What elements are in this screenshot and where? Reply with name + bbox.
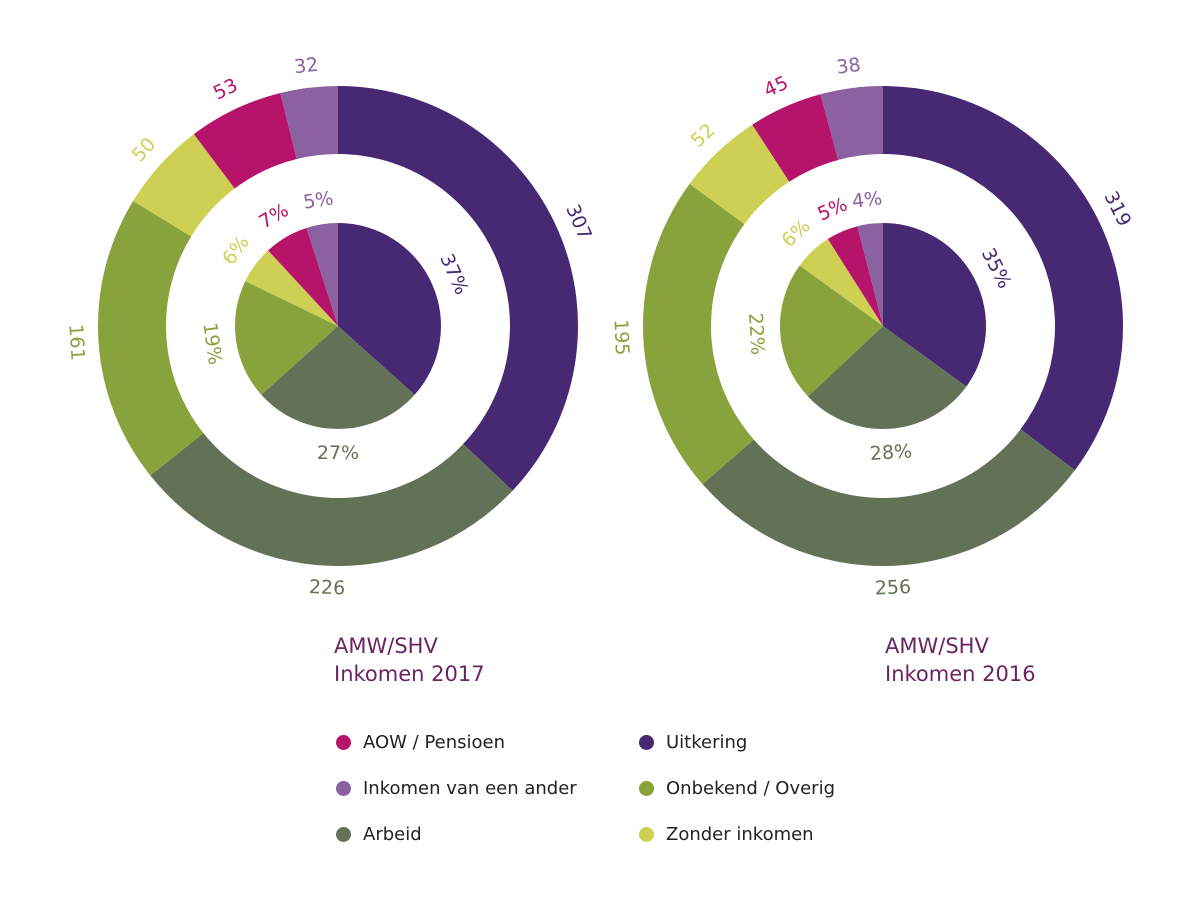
pie-percent-label-inkomen-van-een-ander: 5% xyxy=(302,187,335,213)
legend-label: AOW / Pensioen xyxy=(363,732,506,753)
pie-percent-label-inkomen-van-een-ander: 4% xyxy=(851,187,884,213)
ring-value-label-inkomen-van-een-ander: 38 xyxy=(835,54,862,79)
donut-chart-0 xyxy=(97,86,579,567)
pie-slice-inkomen-van-een-ander xyxy=(306,223,338,326)
chart-title-2017: AMW/SHV Inkomen 2017 xyxy=(334,632,485,688)
legend-item-onbekend-overig: Onbekend / Overig xyxy=(639,778,835,799)
pie-percent-label-arbeid: 28% xyxy=(869,440,913,465)
chart-title-2016: AMW/SHV Inkomen 2016 xyxy=(885,632,1036,688)
pie-percent-label-zonder-inkomen: 6% xyxy=(218,232,254,269)
legend-item-arbeid: Arbeid xyxy=(336,824,422,845)
ring-segment-onbekend-overig xyxy=(643,183,754,485)
ring-value-label-zonder-inkomen: 50 xyxy=(128,134,161,167)
ring-value-label-onbekend-overig: 161 xyxy=(64,324,88,362)
pie-slice-onbekend-overig xyxy=(235,281,338,395)
donut-chart-1 xyxy=(643,86,1123,566)
legend-swatch xyxy=(639,781,654,796)
pie-slice-aow-pensioen xyxy=(268,227,338,326)
ring-segment-aow-pensioen xyxy=(193,93,297,189)
ring-segment-uitkering xyxy=(883,86,1123,471)
ring-segment-zonder-inkomen xyxy=(133,134,235,237)
ring-value-label-aow-pensioen: 45 xyxy=(761,72,792,102)
legend-swatch xyxy=(336,781,351,796)
legend-item-uitkering: Uitkering xyxy=(639,732,747,753)
pie-percent-label-uitkering: 37% xyxy=(435,250,472,298)
ring-segment-uitkering xyxy=(338,86,579,491)
legend-swatch xyxy=(336,827,351,842)
legend-swatch xyxy=(639,735,654,750)
legend-item-zonder-inkomen: Zonder inkomen xyxy=(639,824,814,845)
pie-percent-label-uitkering: 35% xyxy=(977,245,1016,293)
legend: AOW / Pensioen Inkomen van een ander Arb… xyxy=(336,727,896,857)
legend-label: Onbekend / Overig xyxy=(666,778,835,799)
ring-value-label-inkomen-van-een-ander: 32 xyxy=(293,54,320,79)
ring-value-label-arbeid: 256 xyxy=(874,576,911,599)
ring-segment-arbeid xyxy=(702,429,1075,566)
legend-label: Uitkering xyxy=(666,732,748,753)
ring-value-label-uitkering: 319 xyxy=(1099,188,1135,230)
ring-value-label-uitkering: 307 xyxy=(561,201,596,243)
pie-slice-zonder-inkomen xyxy=(245,250,338,326)
ring-segment-arbeid xyxy=(150,433,513,567)
legend-swatch xyxy=(639,827,654,842)
chart-title-line: AMW/SHV xyxy=(885,634,989,658)
ring-segment-onbekend-overig xyxy=(97,201,204,476)
ring-value-label-arbeid: 226 xyxy=(309,576,346,599)
ring-value-label-onbekend-overig: 195 xyxy=(609,319,633,356)
pie-percent-label-onbekend-overig: 19% xyxy=(198,321,226,366)
ring-segment-inkomen-van-een-ander xyxy=(820,86,883,160)
pie-slice-uitkering xyxy=(883,223,986,387)
pie-slice-arbeid xyxy=(261,326,415,429)
ring-segment-inkomen-van-een-ander xyxy=(280,86,338,160)
legend-swatch xyxy=(336,735,351,750)
pie-percent-label-zonder-inkomen: 6% xyxy=(778,215,815,252)
legend-item-inkomen-van-een-ander: Inkomen van een ander xyxy=(336,778,577,799)
pie-percent-label-aow-pensioen: 7% xyxy=(255,199,292,233)
pie-percent-label-arbeid: 27% xyxy=(317,442,359,464)
chart-title-line: AMW/SHV xyxy=(334,634,438,658)
pie-slice-zonder-inkomen xyxy=(799,239,883,326)
legend-label: Arbeid xyxy=(363,824,422,845)
ring-value-label-zonder-inkomen: 52 xyxy=(687,119,720,152)
chart-title-line: Inkomen 2016 xyxy=(885,662,1036,686)
pie-slice-inkomen-van-een-ander xyxy=(857,223,883,326)
pie-percent-label-onbekend-overig: 22% xyxy=(744,312,769,356)
legend-label: Zonder inkomen xyxy=(666,824,814,845)
pie-slice-onbekend-overig xyxy=(780,265,883,397)
pie-slice-uitkering xyxy=(338,223,441,395)
legend-item-aow-pensioen: AOW / Pensioen xyxy=(336,732,505,753)
chart-title-line: Inkomen 2017 xyxy=(334,662,485,686)
pie-slice-aow-pensioen xyxy=(827,226,883,326)
pie-slice-arbeid xyxy=(807,326,967,429)
pie-percent-label-aow-pensioen: 5% xyxy=(814,193,850,225)
ring-value-label-aow-pensioen: 53 xyxy=(210,74,241,104)
ring-segment-aow-pensioen xyxy=(752,94,839,182)
legend-label: Inkomen van een ander xyxy=(363,778,577,799)
ring-segment-zonder-inkomen xyxy=(689,124,790,225)
